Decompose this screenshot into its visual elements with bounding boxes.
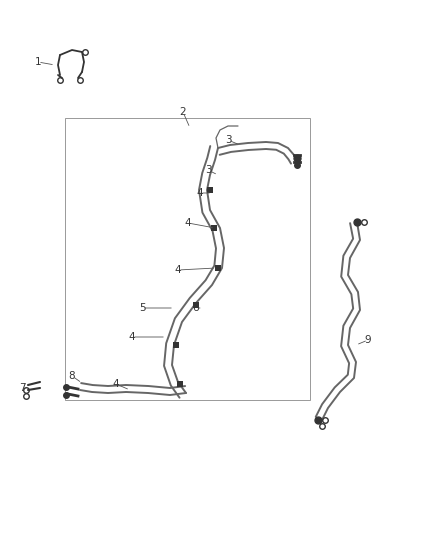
Text: 6: 6 bbox=[193, 303, 199, 313]
Text: 7: 7 bbox=[19, 383, 25, 393]
Text: 9: 9 bbox=[365, 335, 371, 345]
Text: 3: 3 bbox=[225, 135, 231, 145]
Text: 5: 5 bbox=[139, 303, 145, 313]
Text: 4: 4 bbox=[175, 265, 181, 275]
Text: 4: 4 bbox=[185, 218, 191, 228]
Text: 2: 2 bbox=[180, 107, 186, 117]
Text: 1: 1 bbox=[35, 57, 41, 67]
Text: 3: 3 bbox=[205, 165, 211, 175]
Text: 8: 8 bbox=[69, 371, 75, 381]
Bar bbox=[65, 118, 310, 400]
Text: 4: 4 bbox=[197, 188, 203, 198]
Text: 4: 4 bbox=[129, 332, 135, 342]
Text: 4: 4 bbox=[113, 379, 119, 389]
